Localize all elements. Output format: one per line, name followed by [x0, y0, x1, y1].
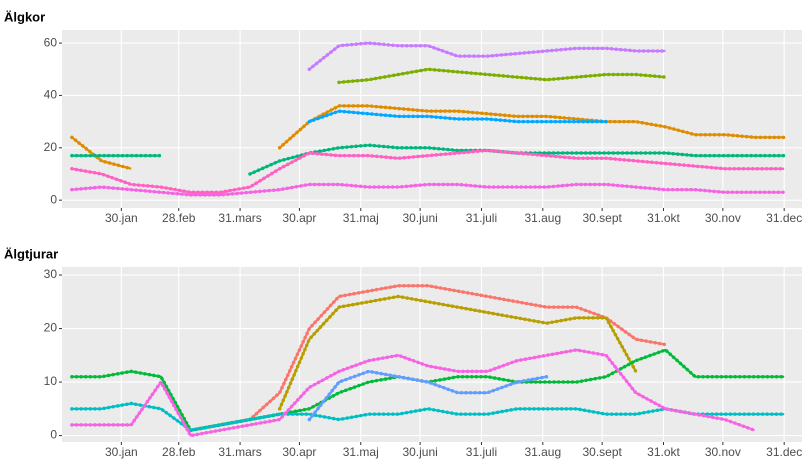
x-tick-label: 31.juli [466, 211, 497, 225]
y-tick-label: 60 [44, 35, 58, 49]
y-tick-label: 0 [50, 428, 57, 442]
y-tick-label: 10 [44, 374, 58, 388]
plot-background [62, 267, 802, 442]
series-line-core [71, 149, 785, 194]
x-tick-label: 30.juni [402, 211, 437, 225]
y-tick-label: 40 [44, 88, 58, 102]
series-line-core [71, 104, 785, 170]
x-tick-label: 30.jan [105, 445, 138, 459]
x-tick-label: 30.sept [582, 445, 622, 459]
y-tick-label: 20 [44, 321, 58, 335]
x-tick-label: 31.aug [524, 211, 561, 225]
x-tick-label: 31.aug [524, 445, 561, 459]
panel-title: Älgtjurar [4, 246, 58, 261]
x-tick-label: 31.maj [343, 211, 379, 225]
series-line-core [308, 110, 607, 123]
series-line-core [308, 370, 547, 421]
series-line-core [71, 183, 785, 197]
x-tick-label: 28.feb [162, 445, 196, 459]
x-tick-label: 30.apr [282, 445, 316, 459]
x-tick-label: 31.okt [647, 445, 680, 459]
x-tick-label: 31.dec [766, 445, 802, 459]
x-tick-label: 30.apr [282, 211, 316, 225]
x-tick-label: 31.mars [218, 445, 261, 459]
x-tick-label: 30.juni [402, 445, 437, 459]
series-line-core [308, 41, 666, 71]
x-tick-label: 31.juli [466, 445, 497, 459]
y-tick-label: 20 [44, 140, 58, 154]
x-tick-label: 30.nov [705, 445, 741, 459]
series-line-core [278, 295, 637, 410]
x-tick-label: 31.maj [343, 445, 379, 459]
x-tick-label: 30.sept [582, 211, 622, 225]
series-line-core [190, 284, 666, 432]
x-tick-label: 30.jan [105, 211, 138, 225]
y-tick-label: 0 [50, 192, 57, 206]
series-line-core [71, 348, 755, 437]
x-tick-label: 31.mars [218, 211, 261, 225]
panel-title: Älgkor [4, 9, 45, 24]
x-tick-label: 31.okt [647, 211, 680, 225]
y-tick-label: 30 [44, 267, 58, 281]
plot-background [62, 30, 802, 208]
x-tick-label: 28.feb [162, 211, 196, 225]
series-line-core [338, 68, 666, 84]
x-tick-label: 31.dec [766, 211, 802, 225]
x-tick-label: 30.nov [705, 211, 741, 225]
